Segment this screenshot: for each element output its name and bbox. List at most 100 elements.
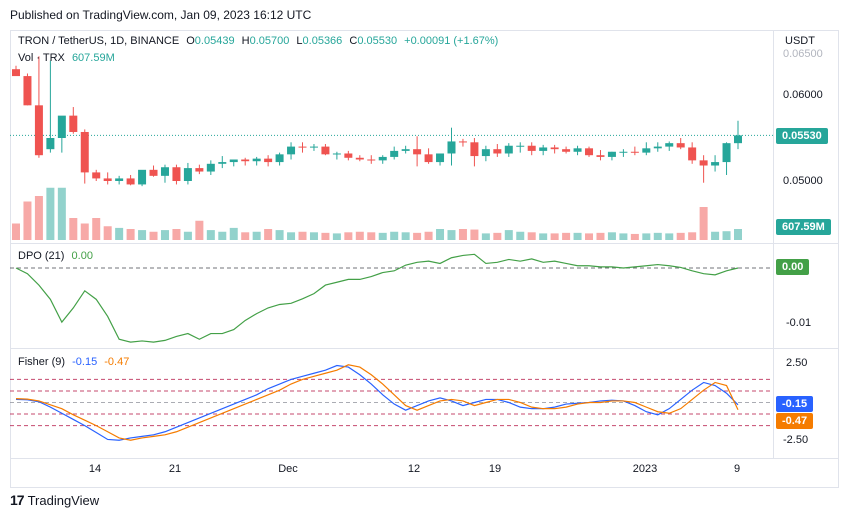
volume-bar: [298, 231, 307, 240]
volume-legend: Vol · TRX 607.59M: [18, 52, 119, 64]
volume-bar: [309, 232, 318, 240]
volume-bar: [653, 232, 662, 240]
volume-bar: [447, 230, 456, 240]
candle-body: [275, 154, 284, 163]
volume-label[interactable]: Vol · TRX: [18, 52, 65, 64]
candle-body: [504, 145, 513, 154]
dpo-tick: -0.01: [786, 317, 812, 329]
volume-bar: [57, 187, 66, 240]
volume-bar: [378, 232, 387, 240]
volume-bar: [585, 233, 594, 240]
fisher-legend: Fisher (9) -0.15 -0.47: [18, 356, 133, 368]
symbol-label[interactable]: TRON / TetherUS, 1D, BINANCE: [18, 35, 180, 47]
pane-divider-fisher: [10, 348, 839, 349]
volume-bar: [206, 230, 215, 240]
dpo-line: [15, 253, 739, 343]
volume-bar: [734, 229, 742, 240]
volume-bar: [287, 232, 296, 240]
volume-bar: [138, 230, 147, 240]
candle-body: [183, 168, 192, 181]
brand-footer[interactable]: 17 TradingView: [10, 492, 99, 508]
volume-bar: [436, 229, 445, 240]
volume-bar: [699, 207, 708, 240]
low-value: 0.05366: [302, 35, 343, 47]
trigger-tag: -0.47: [776, 413, 814, 429]
close-value: 0.05530: [357, 35, 398, 47]
volume-bar: [34, 196, 43, 240]
candle-body: [550, 147, 559, 150]
candle-body: [458, 141, 467, 143]
candle-body: [436, 153, 445, 163]
candle-body: [573, 148, 582, 152]
volume-bar: [218, 231, 227, 240]
volume-bar: [126, 229, 135, 240]
candle-body: [619, 151, 628, 153]
tradingview-logo-icon: 17: [10, 492, 25, 508]
fisher-label[interactable]: Fisher (9): [18, 356, 66, 368]
candle-body: [344, 153, 353, 158]
volume-bar: [12, 223, 20, 240]
volume-bar: [470, 229, 479, 240]
volume-bar: [630, 233, 639, 240]
trigger-value: -0.47: [104, 356, 130, 368]
x-label-2023: 2023: [632, 463, 658, 475]
volume-bar: [458, 229, 467, 240]
volume-bar: [493, 232, 502, 240]
candle-body: [103, 178, 112, 181]
candle-body: [206, 163, 215, 172]
volume-bar: [527, 232, 536, 240]
brand-name: TradingView: [27, 492, 100, 508]
volume-bar: [413, 232, 422, 240]
candle-body: [711, 162, 720, 166]
candle-body: [46, 138, 55, 150]
fisher-value: -0.15: [72, 356, 98, 368]
candle-body: [527, 145, 536, 151]
published-caption: Published on TradingView.com, Jan 09, 20…: [10, 8, 312, 22]
candle-body: [34, 105, 43, 156]
volume-bar: [264, 229, 273, 240]
candle-body: [355, 157, 364, 160]
volume-bar: [275, 230, 284, 240]
volume-value: 607.59M: [71, 52, 115, 64]
volume-bar: [688, 232, 697, 240]
volume-bar: [481, 233, 490, 240]
fisher-tag: -0.15: [776, 396, 814, 412]
volume-bar: [172, 229, 181, 240]
candle-body: [378, 156, 387, 161]
price-axis-divider: [773, 30, 774, 458]
candle-body: [69, 115, 78, 132]
candle-body: [241, 159, 250, 162]
candle-body: [607, 151, 616, 157]
candle-body: [424, 154, 433, 163]
volume-bar: [401, 232, 410, 240]
candle-body: [653, 146, 662, 149]
candle-body: [57, 115, 66, 138]
volume-bar: [355, 231, 364, 240]
volume-bar: [103, 226, 112, 240]
volume-bar: [676, 232, 685, 240]
candle-body: [115, 178, 124, 181]
high-label: H: [241, 35, 250, 47]
candle-body: [699, 160, 708, 166]
volume-bar: [596, 232, 605, 240]
last-price-tag: 0.05530: [776, 128, 828, 144]
volume-bar: [539, 233, 548, 240]
dpo-legend: DPO (21) 0.00: [18, 250, 97, 262]
candle-body: [309, 146, 318, 148]
volume-bar: [550, 233, 559, 240]
volume-bar: [504, 230, 513, 240]
volume-bar: [367, 232, 376, 240]
candle-body: [585, 148, 594, 156]
candle-body: [367, 159, 376, 161]
candle-body: [481, 149, 490, 157]
fisher-tick-top: 2.50: [786, 357, 808, 369]
candle-body: [126, 178, 135, 185]
volume-bar: [722, 231, 731, 240]
dpo-label[interactable]: DPO (21): [18, 250, 65, 262]
price-tick-3: 0.05000: [783, 175, 823, 187]
volume-bar: [183, 231, 192, 240]
candle-body: [298, 146, 307, 148]
candle-body: [160, 167, 169, 176]
volume-bar: [642, 233, 651, 240]
